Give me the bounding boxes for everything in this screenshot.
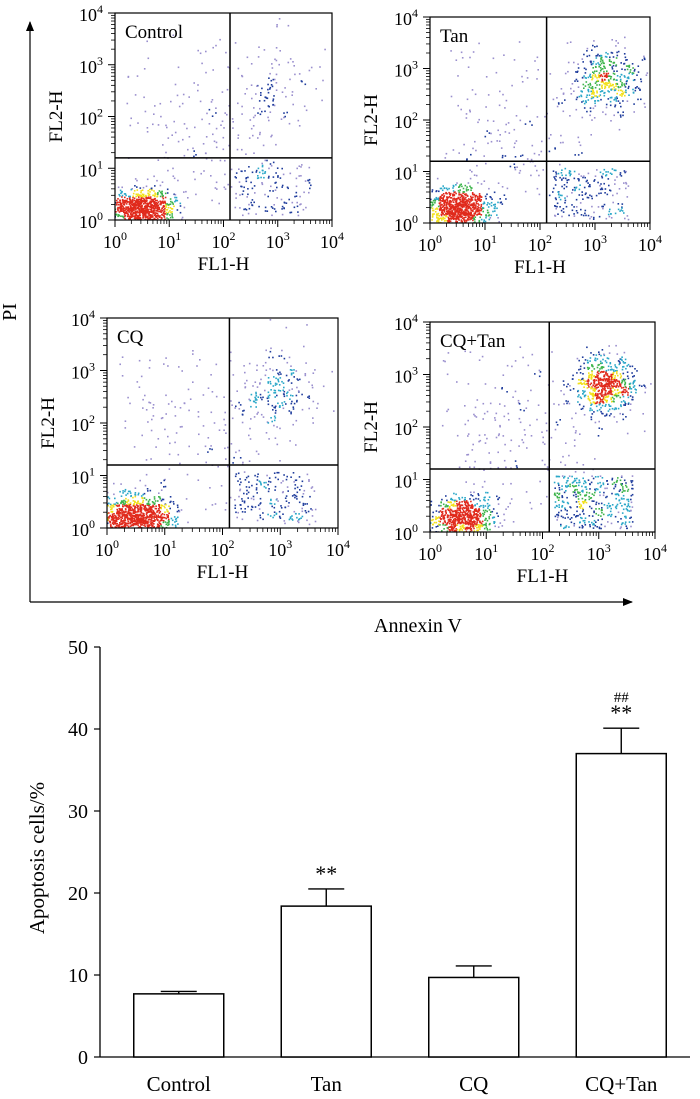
annexin-axis-label: Annexin V [374, 615, 463, 637]
y-tick-label: 0 [78, 1047, 88, 1069]
scatter-points [430, 36, 649, 223]
y-tick-label: 103 [394, 58, 418, 81]
x-tick-label: 103 [583, 232, 607, 255]
panel-xlabel: FL1-H [517, 566, 569, 587]
x-tick-label: 104 [326, 537, 350, 560]
x-tick-label: 102 [531, 541, 555, 564]
y-tick-label: 10 [68, 965, 88, 987]
category-label: CQ [459, 1072, 488, 1096]
panel-title: CQ [117, 327, 144, 348]
y-tick-label: 101 [394, 161, 418, 184]
panel-title: Control [125, 22, 183, 43]
plot-frame [114, 12, 333, 221]
scatter-points [107, 319, 338, 528]
y-tick-label: 101 [394, 469, 418, 492]
y-tick-label: 100 [394, 212, 418, 235]
y-tick-label: 40 [68, 719, 88, 741]
x-tick-label: 100 [103, 229, 127, 252]
significance-marker: ## [614, 690, 630, 706]
x-tick-label: 102 [212, 229, 236, 252]
y-tick-label: 101 [71, 465, 95, 488]
y-tick-label: 102 [394, 109, 418, 132]
panel-ylabel: FL2-H [38, 397, 59, 449]
y-tick-label: 102 [394, 416, 418, 439]
y-tick-label: 50 [68, 637, 88, 659]
x-tick-label: 100 [418, 541, 442, 564]
x-tick-label: 104 [643, 541, 667, 564]
bar-cq-tan [575, 752, 667, 1058]
y-axis-title: Apoptosis cells/% [25, 782, 49, 934]
x-tick-label: 104 [320, 229, 344, 252]
category-label: CQ+Tan [585, 1072, 658, 1096]
x-tick-label: 101 [474, 541, 498, 564]
pi-axis-label: PI [0, 303, 21, 321]
scatter-points [115, 18, 326, 220]
panel-xlabel: FL1-H [198, 254, 250, 275]
significance-marker: ** [315, 861, 337, 886]
panel-title: CQ+Tan [440, 331, 506, 352]
y-tick-label: 100 [394, 521, 418, 544]
y-tick-label: 103 [394, 364, 418, 387]
x-tick-label: 102 [211, 537, 235, 560]
y-tick-label: 104 [79, 2, 103, 25]
x-tick-label: 101 [157, 229, 181, 252]
panel-xlabel: FL1-H [197, 562, 249, 583]
y-tick-label: 101 [79, 157, 103, 180]
y-tick-label: 104 [71, 307, 95, 330]
y-tick-label: 102 [71, 412, 95, 435]
significance-marker: ** [610, 700, 632, 725]
category-label: Control [147, 1072, 211, 1096]
apoptosis-bar-chart: 0 10 20 30 40 50 Apoptosis cells/% Control Tan CQ… [25, 637, 690, 1096]
panel-title: Tan [440, 26, 469, 47]
category-label: Tan [311, 1072, 343, 1096]
x-tick-label: 103 [587, 541, 611, 564]
x-tick-label: 100 [95, 537, 119, 560]
bar-control [133, 993, 225, 1058]
y-tick-label: 103 [71, 360, 95, 383]
y-tick-label: 100 [79, 209, 103, 232]
x-tick-label: 100 [418, 232, 442, 255]
bar-cq [428, 976, 520, 1058]
y-tick-label: 100 [71, 517, 95, 540]
x-tick-label: 102 [528, 232, 552, 255]
panel-ylabel: FL2-H [361, 94, 382, 146]
scatter-points [430, 344, 652, 532]
x-tick-label: 101 [473, 232, 497, 255]
y-tick-label: 102 [79, 106, 103, 129]
panel-ylabel: FL2-H [361, 401, 382, 453]
y-tick-label: 103 [79, 54, 103, 77]
bar-tan [280, 905, 372, 1058]
x-tick-label: 104 [638, 232, 662, 255]
panel-ylabel: FL2-H [46, 90, 67, 142]
flow-panels: 100100101101102102103103104104ControlFL1… [38, 2, 667, 587]
y-tick-label: 30 [68, 801, 88, 823]
y-tick-label: 20 [68, 883, 88, 905]
x-tick-label: 103 [268, 537, 292, 560]
x-tick-label: 103 [266, 229, 290, 252]
y-tick-label: 104 [394, 311, 418, 334]
panel-xlabel: FL1-H [514, 257, 566, 278]
y-tick-label: 104 [394, 6, 418, 29]
x-tick-label: 101 [153, 537, 177, 560]
